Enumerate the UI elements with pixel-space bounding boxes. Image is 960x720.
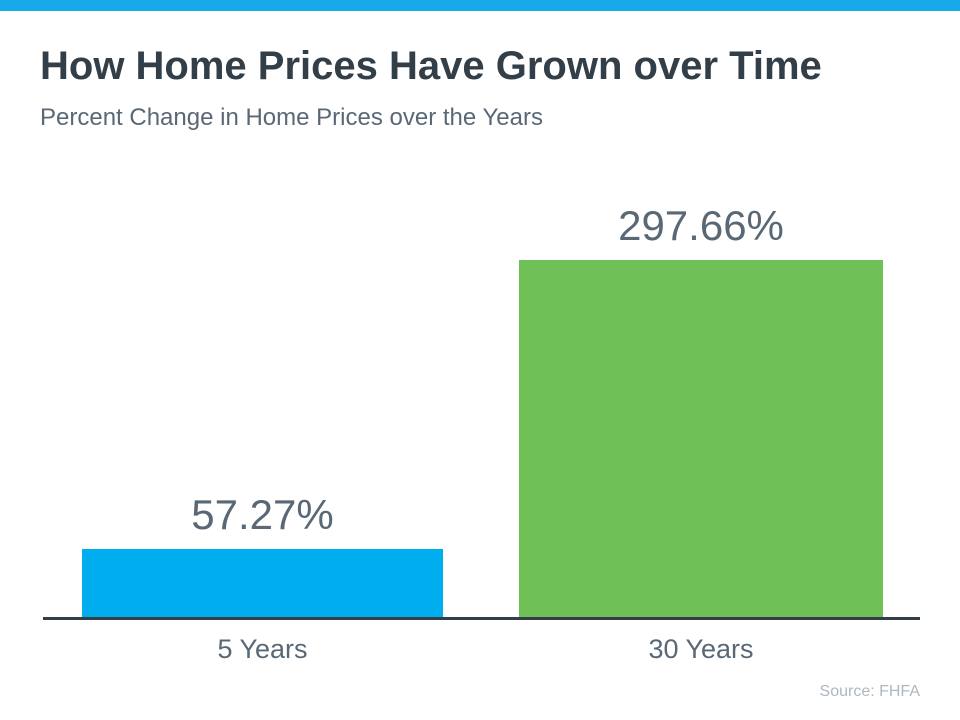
category-label-5-years: 5 Years [217,634,308,664]
bar-30-years [519,260,883,618]
bar-5-years [82,549,443,618]
x-axis-line [43,617,920,620]
chart-title: How Home Prices Have Grown over Time [40,44,822,88]
category-label-30-years: 30 Years [648,634,754,664]
bar-group-5-years: 57.27% 5 Years [82,494,443,663]
bar-value-label-5-years: 57.27% [191,491,334,538]
bar-value-label-30-years: 297.66% [618,202,784,249]
bar-group-30-years: 297.66% 30 Years [519,205,883,663]
source-attribution: Source: FHFA [819,683,920,700]
top-accent-bar [0,0,960,11]
chart-subtitle: Percent Change in Home Prices over the Y… [40,104,543,131]
